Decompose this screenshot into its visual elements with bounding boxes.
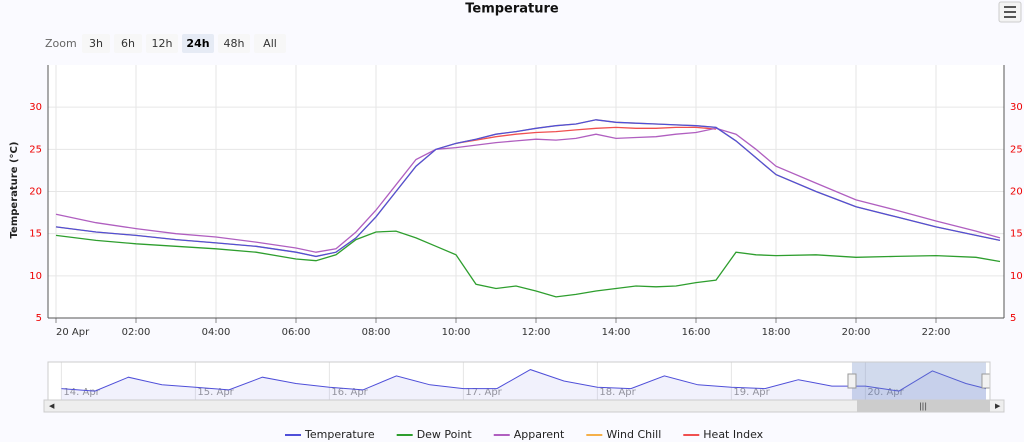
menu-button[interactable] bbox=[998, 1, 1022, 23]
y-tick-label: 20 bbox=[29, 187, 42, 198]
navigator-tick-label: 15. Apr bbox=[197, 387, 234, 398]
zoom-button[interactable] bbox=[254, 34, 286, 53]
navigator-tick-label: 17. Apr bbox=[465, 387, 502, 398]
y-axis-label: Temperature (°C) bbox=[9, 142, 20, 239]
series-line bbox=[55, 127, 1001, 253]
zoom-label: Zoom bbox=[45, 37, 77, 50]
y-tick-label: 5 bbox=[36, 313, 42, 324]
legend-label[interactable]: Heat Index bbox=[703, 428, 763, 441]
zoom-button-label[interactable]: 3h bbox=[89, 37, 103, 50]
x-tick-label: 14:00 bbox=[602, 327, 631, 338]
x-tick-label: 10:00 bbox=[442, 327, 471, 338]
series-line bbox=[455, 126, 717, 145]
x-tick-label: 06:00 bbox=[282, 327, 311, 338]
navigator-handle[interactable] bbox=[981, 373, 991, 389]
navigator-tick-label: 18. Apr bbox=[599, 387, 636, 398]
y2-tick-label: 20 bbox=[1010, 187, 1023, 198]
legend-label[interactable]: Dew Point bbox=[417, 428, 473, 441]
scrollbar-grip: ||| bbox=[919, 402, 927, 411]
zoom-button[interactable] bbox=[182, 34, 214, 53]
zoom-button[interactable] bbox=[114, 34, 142, 53]
zoom-button-label[interactable]: 12h bbox=[152, 37, 173, 50]
legend-label[interactable]: Apparent bbox=[514, 428, 565, 441]
legend-label[interactable]: Wind Chill bbox=[606, 428, 661, 441]
navigator-tick-label: 20. Apr bbox=[867, 387, 904, 398]
y2-tick-label: 5 bbox=[1010, 313, 1016, 324]
zoom-button-label[interactable]: 48h bbox=[224, 37, 245, 50]
x-tick-label: 20 Apr bbox=[56, 327, 90, 338]
x-tick-label: 02:00 bbox=[122, 327, 151, 338]
y-tick-label: 10 bbox=[29, 271, 42, 282]
navigator-tick-label: 14. Apr bbox=[63, 387, 100, 398]
x-tick-label: 16:00 bbox=[682, 327, 711, 338]
navigator-handle[interactable] bbox=[847, 373, 857, 389]
x-tick-label: 12:00 bbox=[522, 327, 551, 338]
zoom-button-label[interactable]: 6h bbox=[121, 37, 135, 50]
menu-icon bbox=[1004, 6, 1016, 18]
series-line bbox=[55, 230, 1001, 298]
navigator-selection[interactable] bbox=[851, 362, 986, 400]
scroll-left[interactable]: ◀ bbox=[49, 402, 55, 410]
y2-tick-label: 30 bbox=[1010, 102, 1023, 113]
scroll-right[interactable]: ▶ bbox=[995, 402, 1001, 410]
zoom-button-label[interactable]: 24h bbox=[186, 37, 209, 50]
legend-label[interactable]: Temperature bbox=[304, 428, 375, 441]
zoom-button[interactable] bbox=[218, 34, 250, 53]
navigator-area bbox=[61, 369, 986, 400]
y-tick-label: 25 bbox=[29, 144, 42, 155]
y2-tick-label: 25 bbox=[1010, 144, 1023, 155]
navigator-tick-label: 16. Apr bbox=[331, 387, 368, 398]
navigator-tick-label: 19. Apr bbox=[733, 387, 770, 398]
zoom-button[interactable] bbox=[146, 34, 178, 53]
y2-tick-label: 10 bbox=[1010, 271, 1023, 282]
zoom-button-label[interactable]: All bbox=[263, 37, 277, 50]
navigator-line bbox=[61, 369, 987, 392]
y2-tick-label: 15 bbox=[1010, 229, 1023, 240]
navigator-border bbox=[47, 361, 991, 401]
navigator-bg bbox=[48, 362, 990, 400]
x-tick-label: 22:00 bbox=[922, 327, 951, 338]
scrollbar-thumb[interactable] bbox=[857, 400, 990, 412]
x-tick-label: 18:00 bbox=[762, 327, 791, 338]
zoom-button[interactable] bbox=[82, 34, 110, 53]
chart-title: Temperature bbox=[465, 2, 559, 17]
x-tick-label: 08:00 bbox=[362, 327, 391, 338]
y-tick-label: 15 bbox=[29, 229, 42, 240]
series-line bbox=[55, 119, 1001, 258]
x-tick-label: 04:00 bbox=[202, 327, 231, 338]
x-tick-label: 20:00 bbox=[842, 327, 871, 338]
y-tick-label: 30 bbox=[29, 102, 42, 113]
